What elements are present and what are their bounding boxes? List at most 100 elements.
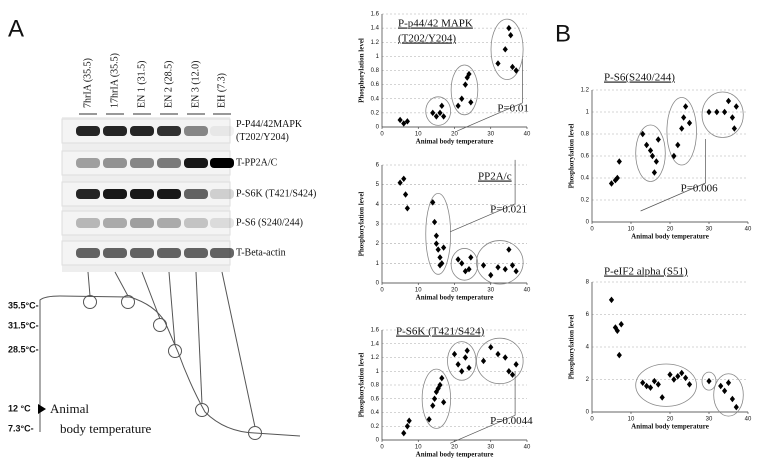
data-point (667, 371, 673, 378)
lane-label: EN 2 (28.5) (163, 61, 174, 109)
y-tick-label: 6 (376, 163, 380, 169)
data-point (502, 46, 508, 53)
y-tick-label: 1.2 (581, 88, 590, 94)
data-point (675, 141, 681, 149)
data-point (649, 152, 656, 160)
data-point (733, 103, 739, 110)
chart-title: P-S6(S240/244) (604, 72, 675, 84)
chart-title: P-S6K (T421/S424) (396, 326, 485, 338)
data-point (686, 119, 693, 127)
data-point (679, 125, 685, 132)
data-point (722, 387, 728, 395)
data-point (655, 381, 661, 388)
data-point (426, 416, 432, 423)
y-axis-label: Phosphorylation level (568, 315, 576, 380)
y-tick-label: 4 (586, 345, 590, 351)
x-tick-label: 40 (524, 445, 531, 451)
data-point (441, 244, 447, 251)
x-tick-label: 20 (667, 417, 674, 423)
data-point (401, 175, 407, 182)
y-tick-label: 1.4 (371, 26, 380, 32)
data-point (462, 268, 468, 275)
p-value: P=0.006 (681, 183, 719, 195)
data-point (509, 63, 516, 71)
group-ellipse (701, 91, 744, 138)
x-axis-label: Animal body temperature (416, 294, 494, 302)
blot-band (76, 248, 100, 258)
data-point (404, 205, 410, 212)
data-point (459, 260, 465, 267)
group-ellipse (476, 240, 524, 285)
data-point (706, 108, 712, 116)
blot-band (130, 248, 154, 258)
y-tick-label: 1 (586, 110, 590, 116)
y-tick-label: 6 (586, 312, 590, 318)
y-tick-label: 0.4 (371, 96, 380, 102)
data-point (468, 99, 474, 106)
y-tick-label: 1 (376, 261, 380, 267)
y-tick-label: 0.8 (371, 383, 380, 389)
blot-band (130, 218, 154, 228)
data-point (433, 240, 439, 247)
blot-band (103, 126, 127, 136)
blot-band (130, 126, 154, 136)
data-point (437, 381, 443, 389)
data-point (608, 180, 615, 187)
data-point (640, 379, 646, 386)
blot-band (76, 218, 100, 228)
data-point (671, 152, 677, 160)
x-tick-label: 20 (451, 445, 458, 451)
data-point (406, 417, 412, 424)
lane-label: EN 3 (12.0) (190, 61, 201, 109)
group-ellipse (635, 363, 697, 407)
y-tick-label: 1.6 (371, 12, 380, 18)
y-tick-label: 0.2 (371, 110, 380, 116)
data-point (686, 381, 693, 388)
data-point (508, 31, 514, 39)
temperature-label: 31.5°C- (8, 320, 39, 330)
blot-band (157, 126, 181, 136)
x-tick-label: 10 (415, 288, 422, 294)
data-point (451, 350, 458, 358)
data-point (455, 361, 461, 368)
data-point (618, 321, 624, 328)
bracket (449, 371, 516, 444)
blot-band (184, 189, 208, 199)
blot-band (184, 126, 208, 136)
data-point (431, 218, 438, 226)
row-label: P-S6K (T421/S424) (236, 188, 316, 199)
temperature-label: 12 °C (8, 403, 31, 413)
y-tick-label: 0.8 (371, 68, 380, 74)
data-point (502, 354, 508, 361)
data-point (430, 199, 436, 206)
group-ellipse (635, 124, 666, 182)
group-ellipse (666, 97, 697, 166)
chart-title: P-eIF2 alpha (S51) (604, 266, 688, 278)
data-point (437, 254, 443, 261)
group-ellipse (421, 368, 452, 429)
y-tick-label: 0.6 (371, 396, 380, 402)
data-point (431, 395, 438, 402)
temperature-label: 7.3°C- (8, 423, 34, 433)
y-axis-label: Phosphorylation level (568, 124, 576, 189)
caption: Animal (50, 401, 89, 416)
data-point (441, 113, 447, 120)
x-tick-label: 30 (487, 132, 494, 138)
data-point (725, 379, 732, 386)
x-tick-label: 0 (590, 417, 594, 423)
y-tick-label: 0 (376, 438, 380, 444)
lane-link (168, 271, 176, 346)
x-axis-label: Animal body temperature (416, 451, 494, 459)
blot-band (210, 158, 234, 168)
data-point (644, 141, 650, 149)
data-point (480, 357, 487, 365)
data-point (714, 108, 720, 116)
data-point (671, 376, 677, 383)
y-tick-label: 1.4 (371, 341, 380, 347)
blot-band (76, 158, 100, 168)
data-point (608, 296, 615, 304)
data-point (706, 377, 712, 385)
row-label: P-P44/42MAPK (236, 119, 303, 130)
data-point (509, 371, 516, 378)
data-point (513, 268, 519, 275)
